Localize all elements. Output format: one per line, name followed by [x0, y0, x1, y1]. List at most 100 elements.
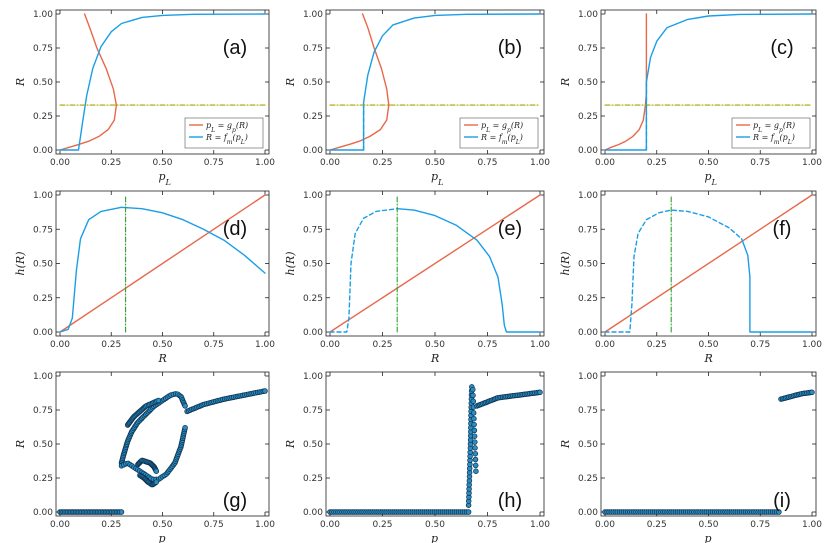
legend-entry: pL = gp(R) — [481, 121, 523, 134]
x-tick-label: 0.75 — [477, 520, 497, 530]
scatter-point — [472, 445, 478, 451]
scatter-point — [471, 427, 478, 434]
series-line-blue — [604, 209, 743, 333]
x-tick-label: 0.25 — [372, 520, 392, 530]
y-axis-label: h(R) — [14, 252, 27, 276]
series-line-blue — [59, 13, 266, 151]
scatter-point — [182, 424, 188, 431]
legend-box — [459, 117, 539, 149]
y-tick-label: 1.00 — [303, 191, 323, 201]
y-axis-label: R — [559, 78, 572, 87]
x-tick-label: 0.25 — [647, 158, 667, 168]
x-tick-label: 1.00 — [530, 340, 550, 350]
x-axis-label: pL — [431, 170, 444, 187]
y-tick-label: 0.50 — [33, 440, 53, 450]
panel-label: (a) — [223, 37, 247, 59]
x-tick-label: 0.00 — [50, 520, 70, 530]
x-tick-label: 0.00 — [50, 158, 70, 168]
scatter-point — [472, 462, 479, 469]
panel-label: (b) — [498, 37, 522, 59]
scatter-point — [473, 468, 479, 474]
panel-i: 0.00 0.25 0.50 0.75 1.00 0.00 0.25 0.50 0.75 1.00… — [559, 371, 822, 543]
scatter-point — [537, 389, 543, 396]
panel-label: (d) — [223, 218, 247, 240]
y-axis-label-group: h(R) — [14, 252, 27, 276]
y-tick-label: 0.25 — [33, 474, 53, 484]
x-tick-label: 0.25 — [101, 158, 121, 168]
y-tick-label: 0.25 — [303, 294, 323, 304]
x-tick-label: 0.00 — [50, 340, 70, 350]
scatter-point — [776, 509, 782, 515]
y-tick-label: 1.00 — [303, 372, 323, 382]
scatter-point — [153, 479, 160, 485]
x-tick-label: 0.00 — [320, 520, 340, 530]
x-tick-label: 0.25 — [647, 520, 667, 530]
panel-e: 0.00 0.25 0.50 0.75 1.00 0.00 0.25 0.50 0.75 1.00… — [284, 190, 550, 365]
y-axis-label: R — [559, 440, 572, 449]
x-tick-label: 1.00 — [255, 158, 275, 168]
y-axis-label-group: h(R) — [284, 252, 297, 276]
y-axis-label-group: R — [284, 78, 297, 87]
x-tick-label: 0.50 — [152, 520, 172, 530]
y-axis-label: R — [14, 440, 27, 449]
y-tick-label: 0.50 — [578, 78, 598, 88]
legend-box — [184, 117, 264, 149]
series-line-orange — [329, 194, 541, 333]
x-tick-label: 0.25 — [647, 340, 667, 350]
x-tick-label: 0.50 — [152, 340, 172, 350]
panel-label: (i) — [773, 490, 791, 512]
y-tick-label: 0.50 — [578, 260, 598, 270]
legend: pL = gp(R)R = fm(pL) — [459, 117, 539, 149]
x-tick-label: 0.50 — [698, 340, 718, 350]
x-tick-label: 0.00 — [320, 340, 340, 350]
series-line-orange — [329, 13, 390, 151]
x-tick-label: 0.00 — [595, 158, 615, 168]
x-tick-label: 1.00 — [530, 520, 550, 530]
x-tick-label: 0.25 — [372, 158, 392, 168]
y-tick-label: 0.00 — [303, 146, 323, 156]
scatter-point — [470, 386, 476, 393]
panel-c: 0.00 0.25 0.50 0.75 1.00 0.00 0.25 0.50 0.75 1.00… — [559, 9, 822, 187]
y-tick-label: 0.75 — [303, 406, 323, 416]
x-tick-label: 0.50 — [425, 158, 445, 168]
x-tick-label: 0.00 — [320, 158, 340, 168]
y-axis-label-group: R — [559, 78, 572, 87]
y-tick-label: 0.25 — [33, 294, 53, 304]
panel-label: (g) — [223, 490, 247, 512]
y-tick-label: 1.00 — [578, 372, 598, 382]
y-tick-label: 0.00 — [33, 508, 53, 518]
x-tick-label: 0.75 — [204, 340, 224, 350]
scatter-point — [472, 450, 479, 457]
panel-h: 0.00 0.25 0.50 0.75 1.00 0.00 0.25 0.50 0.75 1.00… — [284, 371, 550, 543]
y-axis-label-group: R — [14, 440, 27, 449]
y-axis-label-group: R — [559, 440, 572, 449]
x-tick-label: 0.75 — [477, 158, 497, 168]
y-tick-label: 0.75 — [303, 225, 323, 235]
y-tick-label: 1.00 — [303, 10, 323, 20]
scatter-point — [262, 388, 268, 394]
y-tick-label: 0.00 — [33, 146, 53, 156]
legend-entry: R = fm(pL) — [752, 133, 795, 146]
x-tick-label: 0.75 — [477, 340, 497, 350]
x-axis-label: p — [159, 532, 166, 543]
x-tick-label: 0.75 — [204, 520, 224, 530]
x-tick-label: 1.00 — [802, 158, 822, 168]
scatter-point — [809, 389, 815, 396]
y-tick-label: 0.75 — [303, 44, 323, 54]
y-tick-label: 0.00 — [303, 328, 323, 338]
y-tick-label: 0.00 — [33, 328, 53, 338]
series-line-blue — [396, 208, 541, 333]
panel-label: (c) — [770, 37, 793, 59]
y-tick-label: 0.75 — [578, 225, 598, 235]
x-axis-label: pL — [159, 170, 172, 187]
scatter-point — [470, 398, 477, 405]
y-tick-label: 0.50 — [303, 78, 323, 88]
scatter-point — [155, 397, 162, 404]
scatter-point — [472, 439, 478, 445]
legend-entry: R = fm(pL) — [205, 133, 248, 146]
panel-f: 0.00 0.25 0.50 0.75 1.00 0.00 0.25 0.50 0.75 1.00… — [559, 190, 822, 365]
y-tick-label: 0.25 — [578, 474, 598, 484]
scatter-point — [471, 415, 477, 422]
y-tick-label: 1.00 — [33, 191, 53, 201]
scatter-point — [471, 421, 477, 428]
